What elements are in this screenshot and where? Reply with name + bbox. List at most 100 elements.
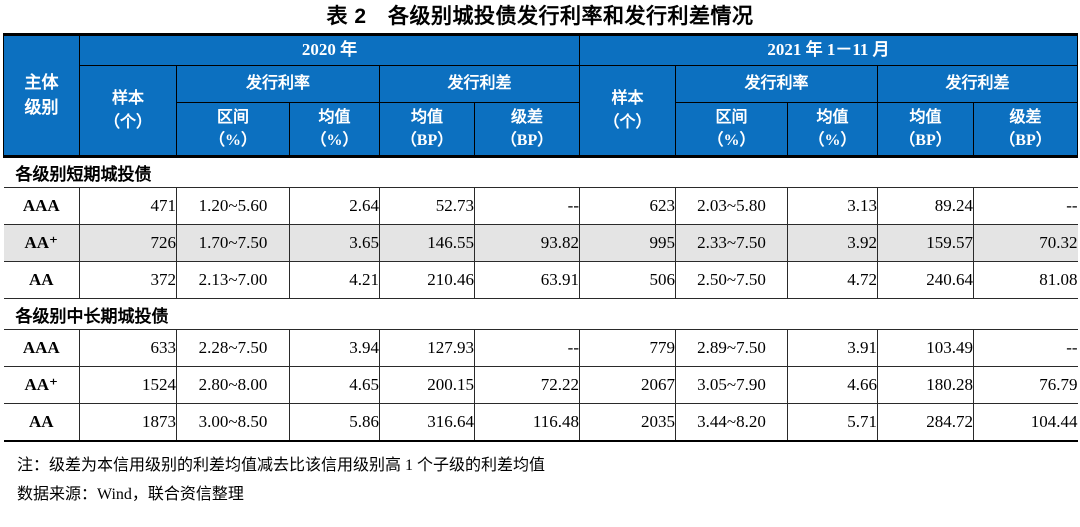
header-sample-2020: 样本 （个） xyxy=(79,65,177,158)
rating-cell: AA xyxy=(3,261,80,299)
rate-range-2020-cell: 1.70~7.50 xyxy=(176,224,290,262)
rate-range-2021-cell: 2.50~7.50 xyxy=(675,261,788,299)
header-diff-bp-2021: 级差 （BP） xyxy=(972,102,1079,158)
spread-diff-2021-cell: 81.08 xyxy=(972,261,1078,299)
table-notes: 注：级差为本信用级别的利差均值减去比该信用级别高 1 个子级的利差均值 数据来源… xyxy=(17,451,1080,510)
header-range-2020: 区间 （%） xyxy=(176,102,290,158)
sample-2021-cell: 2067 xyxy=(579,366,676,404)
bond-rate-spread-table: 主体 级别 2020 年 2021 年 1－11 月 样本 （个） 发行利率 发… xyxy=(3,33,1079,442)
rate-range-2020-cell: 2.13~7.00 xyxy=(176,261,290,299)
rating-cell: AAA xyxy=(3,187,80,225)
header-year-2021: 2021 年 1－11 月 xyxy=(578,33,1079,66)
rate-range-2020-cell: 2.28~7.50 xyxy=(176,329,290,367)
spread-mean-2020-cell: 200.15 xyxy=(379,366,475,404)
spread-mean-2021-cell: 180.28 xyxy=(877,366,974,404)
spread-mean-2020-cell: 146.55 xyxy=(379,224,475,262)
sample-2021-cell: 995 xyxy=(579,224,676,262)
rate-mean-2021-cell: 4.72 xyxy=(787,261,878,299)
header-row-units: 区间 （%） 均值 （%） 均值 （BP） 级差 （BP） 区间 （%） 均值 （%） 均值… xyxy=(4,102,1079,158)
table-row-long-aa-plus: AA⁺ 1524 2.80~8.00 4.65 200.15 72.22 206… xyxy=(3,366,1078,404)
rate-mean-2020-cell: 4.65 xyxy=(289,366,380,404)
header-spread-2020: 发行利差 xyxy=(379,65,580,103)
table-row-long-aaa: AAA 633 2.28~7.50 3.94 127.93 -- 779 2.8… xyxy=(3,329,1078,367)
spread-diff-2021-cell: -- xyxy=(972,187,1078,225)
rate-mean-2020-cell: 4.21 xyxy=(289,261,380,299)
rate-range-2020-cell: 2.80~8.00 xyxy=(176,366,290,404)
spread-mean-2020-cell: 210.46 xyxy=(379,261,475,299)
spread-mean-2021-cell: 159.57 xyxy=(877,224,974,262)
table-title: 表 2 各级别城投债发行利率和发行利差情况 xyxy=(326,5,754,28)
sample-2020-cell: 633 xyxy=(79,329,177,367)
spread-diff-2021-cell: 76.79 xyxy=(972,366,1078,404)
header-rate-2020: 发行利率 xyxy=(176,65,380,103)
header-row-years: 主体 级别 2020 年 2021 年 1－11 月 xyxy=(3,33,1079,158)
rate-mean-2021-cell: 3.92 xyxy=(787,224,878,262)
data-source-text: 数据来源：Wind，联合资信整理 xyxy=(17,486,244,504)
sample-2020-cell: 1873 xyxy=(79,403,177,442)
rate-range-2020-cell: 1.20~5.60 xyxy=(176,187,290,225)
rating-cell: AAA xyxy=(3,329,80,367)
spread-diff-2020-cell: 72.22 xyxy=(474,366,580,404)
header-mean-bp-2021: 均值 （BP） xyxy=(877,102,974,158)
rate-mean-2020-cell: 3.94 xyxy=(289,329,380,367)
header-range-2021: 区间 （%） xyxy=(675,102,788,158)
spread-diff-2021-cell: -- xyxy=(972,329,1078,367)
spread-diff-2020-cell: 63.91 xyxy=(474,261,580,299)
spread-diff-2020-cell: -- xyxy=(474,329,580,367)
table-row-short-aa-plus: AA⁺ 726 1.70~7.50 3.65 146.55 93.82 995 … xyxy=(3,224,1078,262)
table-row-short-aaa: AAA 471 1.20~5.60 2.64 52.73 -- 623 2.03… xyxy=(3,187,1078,225)
note-text: 注：级差为本信用级别的利差均值减去比该信用级别高 1 个子级的利差均值 xyxy=(17,456,546,474)
sample-2021-cell: 2035 xyxy=(579,403,676,442)
section-label-mid-long-term: 各级别中长期城投债 xyxy=(3,298,1078,330)
section-row-mid-long-term: 各级别中长期城投债 xyxy=(3,298,1078,330)
spread-mean-2021-cell: 103.49 xyxy=(877,329,974,367)
header-row-groups: 样本 （个） 发行利率 发行利差 样本 （个） 发行利率 发行利差 xyxy=(4,65,1079,158)
spread-mean-2021-cell: 240.64 xyxy=(877,261,974,299)
rating-cell: AA⁺ xyxy=(3,224,80,262)
header-rate-2021: 发行利率 xyxy=(675,65,878,103)
rate-mean-2020-cell: 2.64 xyxy=(289,187,380,225)
rate-range-2021-cell: 3.05~7.90 xyxy=(675,366,788,404)
rate-mean-2020-cell: 5.86 xyxy=(289,403,380,442)
section-label-short-term: 各级别短期城投债 xyxy=(3,156,1078,188)
header-mean-bp-2020: 均值 （BP） xyxy=(379,102,475,158)
section-row-short-term: 各级别短期城投债 xyxy=(3,156,1078,188)
rate-range-2020-cell: 3.00~8.50 xyxy=(176,403,290,442)
spread-diff-2021-cell: 70.32 xyxy=(972,224,1078,262)
sample-2020-cell: 471 xyxy=(79,187,177,225)
spread-diff-2021-cell: 104.44 xyxy=(972,403,1078,442)
spread-diff-2020-cell: 93.82 xyxy=(474,224,580,262)
sample-2020-cell: 372 xyxy=(79,261,177,299)
rate-mean-2021-cell: 5.71 xyxy=(787,403,878,442)
rating-cell: AA xyxy=(3,403,80,442)
sample-2020-cell: 726 xyxy=(79,224,177,262)
rate-range-2021-cell: 2.89~7.50 xyxy=(675,329,788,367)
sample-2021-cell: 623 xyxy=(579,187,676,225)
spread-mean-2020-cell: 52.73 xyxy=(379,187,475,225)
rate-mean-2021-cell: 3.91 xyxy=(787,329,878,367)
spread-mean-2021-cell: 284.72 xyxy=(877,403,974,442)
header-sample-2021: 样本 （个） xyxy=(579,65,676,158)
header-spread-2021: 发行利差 xyxy=(876,65,1079,103)
rate-mean-2021-cell: 3.13 xyxy=(787,187,878,225)
sample-2021-cell: 779 xyxy=(579,329,676,367)
rate-range-2021-cell: 3.44~8.20 xyxy=(675,403,788,442)
rate-mean-2020-cell: 3.65 xyxy=(289,224,380,262)
header-year-2020: 2020 年 xyxy=(79,33,580,66)
table-row-long-aa: AA 1873 3.00~8.50 5.86 316.64 116.48 203… xyxy=(3,403,1078,442)
spread-mean-2021-cell: 89.24 xyxy=(877,187,974,225)
spread-mean-2020-cell: 127.93 xyxy=(379,329,475,367)
rate-mean-2021-cell: 4.66 xyxy=(787,366,878,404)
spread-mean-2020-cell: 316.64 xyxy=(379,403,475,442)
header-diff-bp-2020: 级差 （BP） xyxy=(474,102,580,158)
header-mean-pct-2021: 均值 （%） xyxy=(787,102,878,158)
rate-range-2021-cell: 2.03~5.80 xyxy=(675,187,788,225)
rate-range-2021-cell: 2.33~7.50 xyxy=(675,224,788,262)
sample-2020-cell: 1524 xyxy=(79,366,177,404)
header-rating: 主体 级别 xyxy=(3,33,80,158)
spread-diff-2020-cell: 116.48 xyxy=(474,403,580,442)
sample-2021-cell: 506 xyxy=(579,261,676,299)
header-mean-pct-2020: 均值 （%） xyxy=(289,102,380,158)
rating-cell: AA⁺ xyxy=(3,366,80,404)
